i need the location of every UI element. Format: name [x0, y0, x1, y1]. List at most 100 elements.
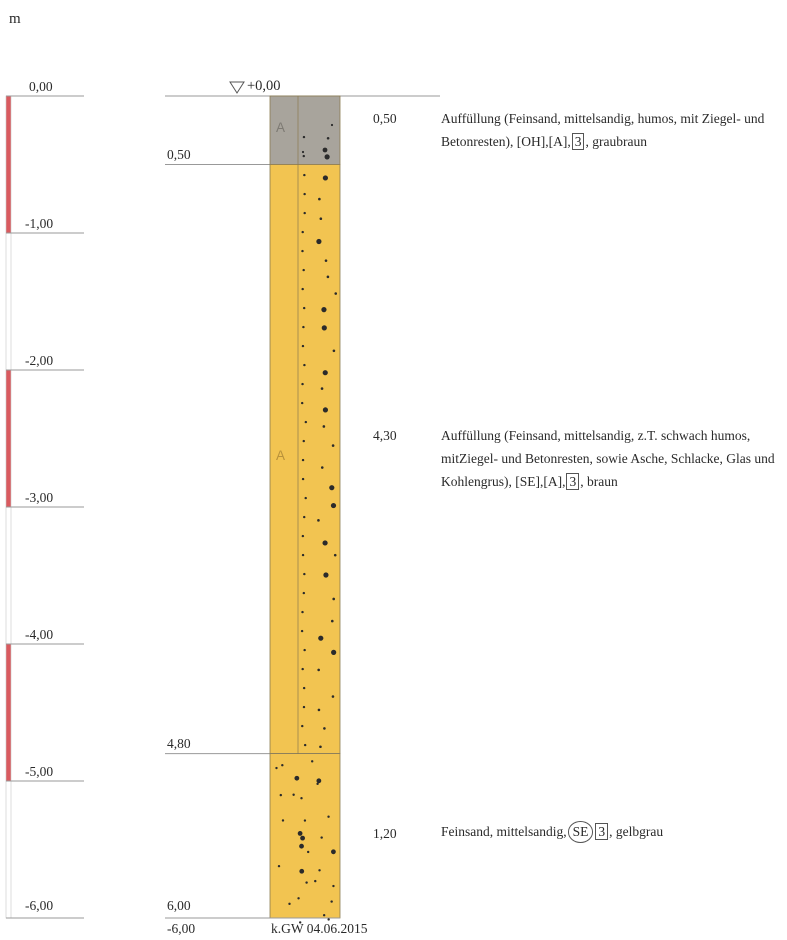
gravel-dot: [321, 325, 327, 331]
scale-tick-3: -3,00: [25, 490, 54, 505]
layer-2-depth: 4,80: [167, 736, 191, 751]
gravel-dot: [327, 918, 330, 921]
gravel-dot: [318, 869, 321, 872]
gravel-dot: [331, 695, 335, 698]
gravel-dot: [334, 292, 338, 295]
gravel-dot: [301, 382, 304, 386]
scale-segment: [5, 369, 12, 508]
gravel-dot: [302, 135, 306, 139]
gravel-dot: [326, 136, 330, 140]
gravel-dot: [322, 175, 328, 181]
layer-3-circled-code: SE: [567, 821, 594, 843]
gravel-dot: [320, 387, 324, 390]
layer-1-desc-tail: , graubraun: [585, 134, 647, 149]
gravel-dot: [324, 154, 330, 160]
gravel-dot: [331, 649, 337, 655]
gravel-dot: [275, 766, 278, 770]
gravel-dot: [331, 444, 335, 447]
layer-2-description: Auffüllung (Feinsand, mittelsandig, z.T.…: [441, 424, 783, 493]
gravel-dot: [322, 370, 328, 376]
gravel-dot: [294, 775, 300, 781]
gravel-dot: [306, 850, 310, 854]
gravel-dot: [317, 668, 320, 672]
gravel-dot: [301, 344, 305, 348]
layer-2-symbol: A: [276, 448, 286, 463]
scale-segment: [5, 643, 12, 782]
gravel-dot: [303, 515, 306, 519]
scale-segment: [5, 95, 12, 234]
gravel-dot: [330, 123, 334, 127]
gravel-dot: [324, 259, 328, 262]
gravel-dot: [303, 648, 306, 652]
gravel-dot: [316, 778, 322, 784]
unit-label: m: [9, 11, 21, 27]
gravel-dot: [332, 884, 335, 888]
bottom-depth-label: -6,00: [167, 921, 196, 936]
gravel-dot: [327, 815, 330, 818]
gravel-dot: [297, 831, 303, 836]
gravel-dot: [301, 610, 304, 614]
gravel-dot: [301, 553, 305, 557]
gravel-dot: [302, 591, 306, 595]
scale-segment: [5, 506, 12, 645]
gravel-dot: [326, 275, 330, 279]
gravel-dot: [322, 147, 328, 153]
gravel-dot: [301, 667, 304, 671]
gravel-dot: [320, 466, 324, 469]
column-top-label: +0,00: [247, 78, 281, 94]
layer-2-thickness: 4,30: [373, 428, 397, 443]
layer-2-desc-text: Auffüllung (Feinsand, mittelsandig, z.T.…: [441, 428, 775, 489]
gravel-dot: [300, 797, 303, 800]
gravel-dot: [279, 793, 283, 797]
gravel-dot: [302, 325, 305, 329]
gravel-dot: [301, 249, 304, 253]
gravel-dot: [300, 629, 304, 633]
gravel-dot: [329, 485, 335, 491]
gravel-dot: [316, 238, 322, 245]
gravel-dot: [301, 477, 305, 481]
gravel-dot: [318, 197, 321, 201]
gravel-dot: [302, 268, 305, 272]
gravel-dot: [304, 496, 307, 500]
level-triangle-icon: [229, 81, 245, 94]
layer-1-depth: 0,50: [167, 147, 191, 162]
layer-fill: [269, 753, 341, 919]
scale-segment: [5, 780, 12, 919]
gravel-dot: [300, 835, 305, 841]
gravel-dot: [316, 782, 319, 786]
gravel-dot: [302, 306, 306, 310]
gravel-dot: [281, 764, 284, 767]
gravel-dot: [323, 727, 326, 730]
layer-3-desc-text: Feinsand, mittelsandig,: [441, 824, 567, 839]
layer-1-description: Auffüllung (Feinsand, mittelsandig, humo…: [441, 107, 781, 153]
layer-3-class-box: 3: [595, 823, 609, 840]
gravel-dot: [298, 921, 302, 924]
gravel-dot: [317, 519, 320, 522]
gravel-dot: [301, 287, 304, 291]
gravel-dot: [292, 793, 295, 796]
gravel-dot: [301, 150, 305, 154]
gravel-dot: [303, 819, 307, 822]
gravel-dot: [314, 879, 317, 883]
gravel-dot: [281, 819, 285, 822]
gravel-dot: [300, 401, 304, 405]
gravel-dot: [319, 745, 322, 749]
gravel-dot: [318, 635, 324, 641]
scale-tick-0: 0,00: [29, 79, 53, 94]
layer-1-symbol: A: [276, 120, 286, 135]
layer-3-thickness: 1,20: [373, 826, 397, 841]
gravel-dot: [297, 897, 300, 900]
gravel-dot: [303, 211, 306, 215]
gravel-dot: [302, 154, 305, 158]
gravel-dot: [317, 708, 321, 712]
gravel-dot: [320, 836, 323, 839]
layer-1-desc-text: Auffüllung (Feinsand, mittelsandig, humo…: [441, 111, 765, 149]
scale-tick-6: -6,00: [25, 898, 54, 913]
gravel-dot: [301, 230, 304, 234]
gravel-dot: [310, 760, 314, 763]
gravel-dot: [303, 192, 306, 196]
scale-segment: [5, 232, 12, 371]
gravel-dot: [305, 881, 308, 884]
gravel-dot: [322, 425, 326, 428]
